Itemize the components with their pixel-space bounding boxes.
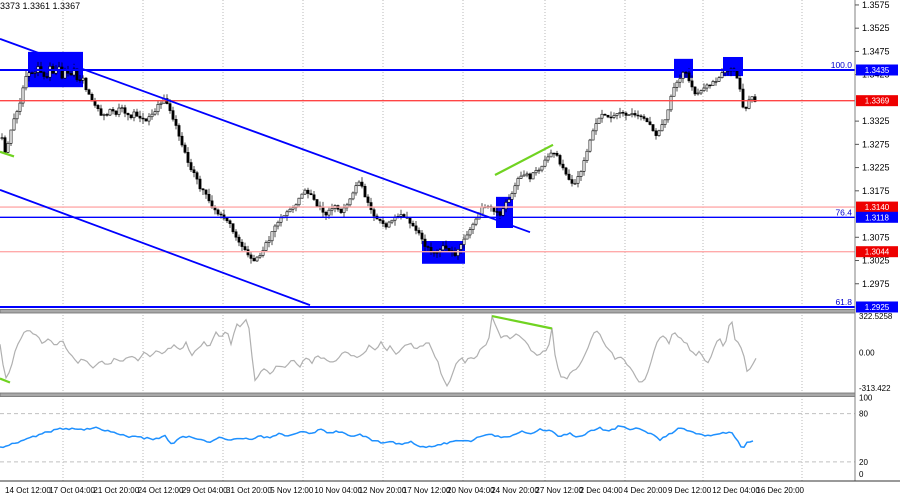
- price-tick-label: 1.3525: [862, 23, 890, 33]
- oscillator-axis-label: 0.00: [859, 349, 875, 358]
- price-tick-label: 1.2975: [862, 279, 890, 289]
- price-tick-label: 1.3575: [862, 0, 890, 10]
- price-tick-label: 1.3275: [862, 139, 890, 149]
- trendline-1[interactable]: [0, 38, 531, 234]
- rsi-axis-label: 20: [859, 458, 868, 467]
- price-level-badge-label: 1.3435: [865, 66, 890, 75]
- oscillator-line: [0, 314, 757, 388]
- time-label: 16 Dec 20:00: [756, 486, 804, 495]
- time-label: 2 Dec 04:00: [580, 486, 624, 495]
- fib-level-label: 76.4: [835, 207, 852, 217]
- trendline-2[interactable]: [0, 189, 311, 306]
- price-divergence-line-2[interactable]: [494, 143, 554, 176]
- time-label: 29 Oct 04:00: [182, 486, 228, 495]
- price-tick-label: 1.3225: [862, 163, 890, 173]
- grid: [62, 0, 803, 481]
- price-tick-label: 1.3025: [862, 256, 890, 266]
- price-level-badge: [856, 211, 898, 223]
- price-axis[interactable]: 1.35751.35251.34751.34251.33251.32751.32…: [831, 0, 900, 481]
- time-label: 4 Dec 20:00: [624, 486, 668, 495]
- panel-divider[interactable]: [0, 309, 900, 314]
- rsi-axis-label: 100: [859, 394, 873, 403]
- time-label: 20 Nov 04:00: [447, 486, 495, 495]
- price-level-badge-label: 1.3118: [865, 213, 889, 222]
- order-block-box[interactable]: [422, 241, 465, 264]
- price-divergence-line-1[interactable]: [0, 150, 15, 158]
- time-label: 9 Dec 12:00: [668, 486, 712, 495]
- panel-divider[interactable]: [0, 392, 900, 397]
- ohlc-info: 3373 1.3361 1.3367: [0, 1, 81, 11]
- time-label: 5 Nov 12:00: [270, 486, 314, 495]
- time-label: 24 Oct 12:00: [138, 486, 184, 495]
- price-level-badge-label: 1.2925: [865, 303, 890, 312]
- price-level-badge: [856, 246, 898, 258]
- time-label: 24 Nov 20:00: [491, 486, 539, 495]
- fib-level-label: 61.8: [835, 297, 852, 307]
- time-label: 17 Nov 12:00: [403, 486, 451, 495]
- oscillator-axis-label: -313.422: [859, 384, 891, 393]
- time-label: 31 Oct 20:00: [226, 486, 272, 495]
- price-tick-label: 1.3325: [862, 116, 890, 126]
- price-level-badge: [856, 64, 898, 76]
- time-label: 10 Nov 04:00: [314, 486, 362, 495]
- rsi-axis-label: 0: [859, 470, 864, 479]
- price-tick-label: 1.3175: [862, 186, 890, 196]
- time-label: 21 Oct 20:00: [93, 486, 139, 495]
- time-label: 12 Nov 20:00: [359, 486, 407, 495]
- rsi-line: [0, 425, 754, 449]
- order-block-box[interactable]: [723, 56, 743, 77]
- rsi-axis-label: 80: [859, 410, 868, 419]
- fib-level-label: 100.0: [831, 60, 853, 70]
- time-label: 12 Dec 04:00: [712, 486, 760, 495]
- price-level-badge: [856, 95, 898, 107]
- price-level-badge-label: 1.3044: [865, 248, 890, 257]
- price-level-badge: [856, 301, 898, 313]
- price-tick-label: 1.3475: [862, 46, 890, 56]
- oscillator-divergence-line-1[interactable]: [0, 377, 11, 384]
- oscillator-divergence-line-2[interactable]: [491, 314, 553, 330]
- rsi-panel: [0, 413, 855, 463]
- oscillator-axis-label: 322.5258: [859, 312, 893, 321]
- horizontal-levels: [0, 69, 855, 308]
- order-block-box[interactable]: [496, 196, 513, 228]
- price-level-badge-label: 1.3140: [865, 203, 890, 212]
- price-tick-label: 1.3075: [862, 232, 890, 242]
- price-level-badge: [856, 201, 898, 213]
- time-label: 17 Oct 04:00: [49, 486, 95, 495]
- time-label: 14 Oct 12:00: [5, 486, 51, 495]
- oscillator-panel: [0, 314, 757, 388]
- price-level-badge-label: 1.3369: [865, 97, 890, 106]
- time-label: 27 Nov 12:00: [535, 486, 583, 495]
